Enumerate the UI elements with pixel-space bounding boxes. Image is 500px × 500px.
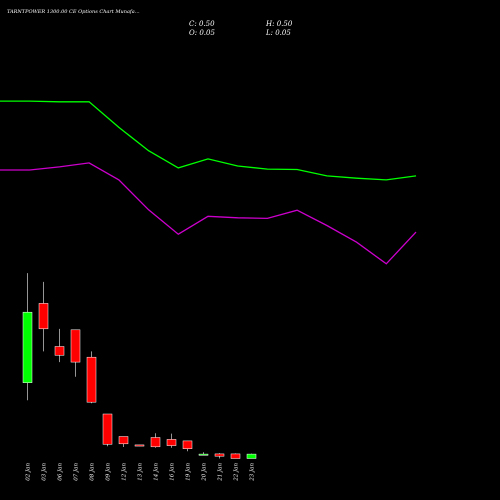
- x-tick-label: 08 Jan: [90, 463, 96, 481]
- candle: [118, 436, 129, 447]
- candle: [182, 440, 193, 452]
- candlesticks: [22, 273, 257, 459]
- indicator-line-1: [0, 100, 417, 181]
- x-tick-label: 12 Jan: [122, 463, 128, 481]
- candle-body: [22, 311, 33, 383]
- candle: [38, 281, 49, 352]
- x-tick-label: 16 Jan: [170, 463, 176, 481]
- x-tick-label: 23 Jan: [250, 463, 256, 482]
- x-tick-label: 03 Jan: [42, 463, 48, 481]
- x-tick-label: 20 Jan: [202, 463, 208, 482]
- x-tick-label: 06 Jan: [58, 463, 64, 481]
- x-tick-label: 07 Jan: [74, 463, 80, 481]
- candle-body: [198, 453, 209, 456]
- candle-body: [150, 437, 161, 448]
- candle-body: [246, 453, 257, 459]
- candle-body: [38, 303, 49, 330]
- x-tick-label: 09 Jan: [106, 463, 112, 481]
- candle: [166, 433, 177, 448]
- x-tick-label: 19 Jan: [186, 463, 192, 481]
- x-axis-ticks: 02 Jan 03 Jan 06 Jan 07 Jan 08 Jan 09 Jan 12 J…: [26, 463, 256, 482]
- candle: [134, 444, 145, 447]
- indicator-lines: [0, 100, 417, 265]
- candle: [230, 453, 241, 459]
- x-tick-label: 02 Jan: [26, 463, 32, 481]
- candle-body: [182, 440, 193, 449]
- candle-body: [134, 444, 145, 447]
- candle: [246, 453, 257, 459]
- candle-body: [166, 439, 177, 446]
- high-value: H: 0.50: [266, 20, 293, 28]
- candle: [54, 328, 65, 363]
- candle: [70, 329, 81, 377]
- candle-body: [214, 453, 225, 457]
- candle: [214, 453, 225, 459]
- candle: [150, 433, 161, 448]
- candle: [22, 273, 33, 401]
- candle: [86, 351, 97, 404]
- open-value: O: 0.05: [189, 29, 215, 37]
- x-tick-label: 13 Jan: [138, 463, 144, 481]
- chart-title: TARNTPOWER 1300.00 CE Options Chart Muna…: [7, 9, 140, 15]
- candle-body: [86, 356, 97, 403]
- x-tick-label: 21 Jan: [218, 463, 224, 482]
- candle-body: [54, 346, 65, 356]
- candle-body: [102, 413, 113, 445]
- low-value: L: 0.05: [266, 29, 291, 37]
- x-tick-label: 14 Jan: [154, 463, 160, 481]
- candle: [198, 452, 209, 456]
- indicator-line-2: [0, 162, 417, 265]
- x-tick-label: 22 Jan: [234, 463, 240, 482]
- candle: [102, 413, 113, 447]
- candle-body: [118, 436, 129, 445]
- candle-body: [70, 329, 81, 363]
- close-value: C: 0.50: [189, 20, 215, 28]
- candle-body: [230, 453, 241, 459]
